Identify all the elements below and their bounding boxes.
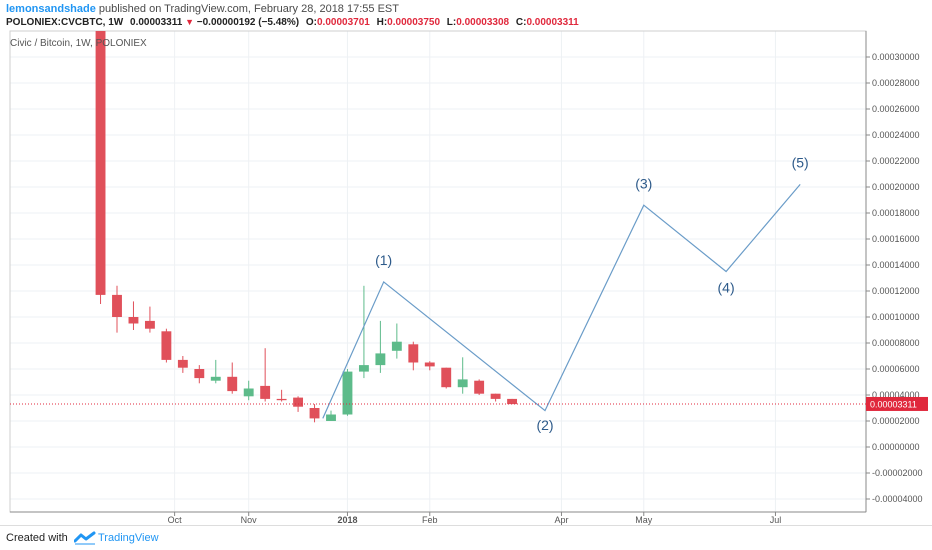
- y-tick-label: 0.00026000: [872, 104, 920, 114]
- price-chart[interactable]: 0.00030000 0.00028000 0.00026000 0.00024000…: [0, 0, 932, 525]
- x-tick-label: Oct: [168, 515, 183, 525]
- y-tick-label: 0.00018000: [872, 208, 920, 218]
- author-link[interactable]: lemonsandshade: [6, 3, 96, 15]
- candle-body: [227, 376, 238, 392]
- candle-body: [326, 414, 336, 421]
- candle-body: [457, 379, 468, 388]
- axes: 0.00030000 0.00028000 0.00026000 0.00024000…: [9, 30, 923, 525]
- y-tick-label: 0.00030000: [872, 52, 920, 62]
- wave-label: (3): [635, 175, 652, 191]
- y-tick-label: 0.00002000: [872, 416, 920, 426]
- y-tick-label: 0.00024000: [872, 130, 920, 140]
- created-with-text: Created with: [6, 532, 68, 544]
- close-label: C:: [515, 17, 527, 28]
- wave-path: (1) (2) (3) (4) (5): [322, 155, 809, 433]
- ohlc-line: POLONIEX:CVCBTC, 1W 0.00003311 ▼ −0.0000…: [6, 17, 579, 28]
- low-label: L:: [446, 17, 457, 28]
- y-tick-label: 0.00012000: [872, 286, 920, 296]
- x-tick-label: Apr: [554, 515, 568, 525]
- candle-body: [112, 294, 122, 317]
- candle-body: [358, 365, 369, 372]
- y-tick-label: 0.00014000: [872, 260, 920, 270]
- plot-border: [9, 30, 867, 513]
- candle-body: [161, 331, 172, 360]
- x-tick-label: May: [635, 515, 653, 525]
- symbol-label: POLONIEX:CVCBTC, 1W: [6, 17, 124, 28]
- candle-body: [441, 367, 452, 388]
- close-value: 0.00003311: [526, 17, 579, 28]
- y-tick-label: -0.00002000: [872, 468, 923, 478]
- x-tick-label: 2018: [337, 515, 357, 525]
- candle-body: [342, 371, 353, 415]
- footer: Created with TradingView: [0, 525, 932, 550]
- last-price-tag: [866, 396, 928, 411]
- chart-title: Civic / Bitcoin, 1W, POLONIEX: [10, 38, 147, 49]
- y-tick-label: 0.00022000: [872, 156, 920, 166]
- wave-label: (2): [536, 417, 553, 433]
- x-tick-label: Jul: [770, 515, 782, 525]
- x-tick-label: Nov: [241, 515, 258, 525]
- candle-body: [293, 397, 304, 407]
- candle-body: [408, 344, 419, 363]
- y-tick-label: 0.00008000: [872, 338, 920, 348]
- low-value: 0.00003308: [456, 17, 510, 28]
- candle-body: [194, 369, 205, 379]
- candle-body: [210, 376, 221, 381]
- wave-label: (5): [792, 155, 809, 171]
- price-line: 0.00003311: [10, 396, 928, 411]
- wave-label: (1): [375, 252, 392, 268]
- candle-body: [276, 398, 287, 401]
- candle-body: [375, 353, 386, 366]
- candle-body: [260, 385, 271, 399]
- candle-body: [507, 398, 518, 405]
- change-value: −0.00000192 (−5.48%): [196, 17, 300, 28]
- y-tick-label: 0.00020000: [872, 182, 920, 192]
- down-triangle-icon: ▼: [185, 17, 194, 27]
- high-value: 0.00003750: [387, 17, 441, 28]
- y-tick-label: -0.00004000: [872, 494, 923, 504]
- y-tick-label: 0.00004000: [872, 390, 920, 400]
- candle-body: [309, 408, 320, 419]
- grid-lines: [10, 31, 866, 512]
- candles: [95, 31, 518, 423]
- candle-body: [474, 380, 485, 394]
- publish-line: lemonsandshade published on TradingView.…: [6, 3, 399, 15]
- high-label: H:: [376, 17, 388, 28]
- chart-header: lemonsandshade published on TradingView.…: [0, 0, 932, 30]
- candle-body: [144, 320, 155, 329]
- tradingview-brand-link[interactable]: TradingView: [98, 532, 159, 544]
- last-price-label: 0.00003311: [870, 399, 917, 409]
- y-tick-label: 0.00028000: [872, 78, 920, 88]
- elliott-wave-line: [322, 184, 801, 419]
- candle-body: [95, 31, 106, 295]
- x-tick-label: Feb: [422, 515, 438, 525]
- y-tick-label: 0.00010000: [872, 312, 920, 322]
- y-tick-label: 0.00016000: [872, 234, 920, 244]
- tradingview-logo-icon[interactable]: [74, 531, 96, 545]
- open-label: O:: [305, 17, 317, 28]
- candle-body: [490, 393, 501, 399]
- published-text: published on TradingView.com, February 2…: [98, 3, 399, 15]
- candle-body: [177, 359, 188, 368]
- candle-body: [243, 388, 254, 397]
- candle-body: [128, 317, 139, 324]
- open-value: 0.00003701: [316, 17, 370, 28]
- wave-label: (4): [718, 279, 735, 295]
- y-tick-label: 0.00006000: [872, 364, 920, 374]
- candle-body: [391, 341, 402, 351]
- y-tick-label: 0.00000000: [872, 442, 920, 452]
- candle-body: [424, 362, 435, 367]
- last-price: 0.00003311: [130, 17, 183, 28]
